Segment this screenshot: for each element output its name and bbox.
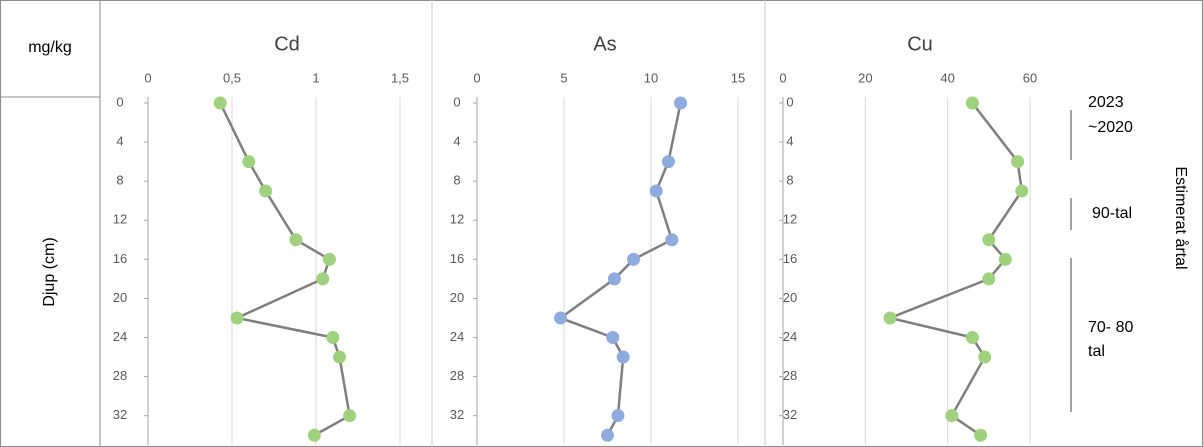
- y-tick-label: 4: [116, 134, 123, 149]
- y-tick-label: 16: [783, 251, 797, 266]
- y-tick-label: 32: [450, 407, 464, 422]
- data-point: [649, 184, 663, 198]
- data-point: [607, 272, 621, 286]
- data-point: [213, 96, 227, 110]
- y-tick-label: 0: [453, 94, 460, 109]
- annotation: 90-tal: [1092, 205, 1132, 222]
- y-tick-label: 4: [453, 134, 460, 149]
- data-point: [616, 350, 630, 364]
- x-tick-label: 40: [940, 70, 954, 85]
- data-point: [974, 428, 988, 442]
- y-tick-label: 24: [113, 329, 127, 344]
- chart-title: As: [593, 33, 616, 55]
- y-tick-label: 20: [450, 290, 464, 305]
- data-point: [242, 155, 256, 169]
- annotation: tal: [1088, 343, 1105, 360]
- annotation: 2023: [1088, 94, 1124, 111]
- data-point: [978, 350, 992, 364]
- chart-title: Cd: [274, 33, 300, 55]
- data-point: [322, 252, 336, 266]
- y-tick-label: 8: [453, 173, 460, 188]
- y-tick-label: 12: [113, 212, 127, 227]
- y-tick-label: 8: [116, 173, 123, 188]
- data-point: [343, 409, 357, 423]
- chart-title: Cu: [907, 33, 933, 55]
- y-tick-label: 16: [113, 251, 127, 266]
- data-point: [665, 233, 679, 247]
- data-point: [326, 331, 340, 345]
- unit-label: mg/kg: [28, 39, 72, 56]
- x-tick-label: 5: [560, 70, 567, 85]
- data-point: [289, 233, 303, 247]
- y-tick-label: 4: [786, 134, 793, 149]
- y-tick-label: 0: [116, 94, 123, 109]
- side-label: Estimerat årtal: [1172, 166, 1190, 269]
- y-tick-label: 8: [786, 173, 793, 188]
- data-point: [601, 428, 614, 442]
- data-point: [333, 350, 347, 364]
- data-point: [965, 331, 979, 345]
- x-tick-label: 1,5: [391, 70, 409, 85]
- data-point: [230, 311, 244, 325]
- y-tick-label: 20: [113, 290, 127, 305]
- y-tick-label: 20: [783, 290, 797, 305]
- data-line: [219, 102, 351, 437]
- y-tick-label: 24: [783, 329, 797, 344]
- data-point: [316, 272, 330, 286]
- x-tick-label: 15: [731, 70, 745, 85]
- y-tick-label: 24: [450, 329, 464, 344]
- data-point: [945, 409, 959, 423]
- x-tick-label: 0: [473, 70, 480, 85]
- y-tick-label: 0: [786, 94, 793, 109]
- y-tick-label: 16: [450, 251, 464, 266]
- annotation: 70- 80: [1088, 319, 1133, 336]
- y-tick-label: 12: [783, 212, 797, 227]
- y-tick-label: 32: [783, 407, 797, 422]
- y-axis-label: Djup (cm): [41, 237, 58, 306]
- data-line: [557, 102, 682, 436]
- x-tick-label: 60: [1023, 70, 1037, 85]
- x-tick-label: 0: [779, 70, 786, 85]
- data-point: [554, 311, 568, 325]
- data-line: [885, 102, 1024, 437]
- data-point: [965, 96, 979, 110]
- data-point: [627, 252, 641, 266]
- y-tick-label: 32: [113, 407, 127, 422]
- x-tick-label: 0,5: [223, 70, 241, 85]
- data-point: [883, 311, 897, 325]
- x-tick-label: 10: [644, 70, 658, 85]
- y-tick-label: 12: [450, 212, 464, 227]
- data-point: [661, 155, 675, 169]
- x-tick-label: 20: [858, 70, 872, 85]
- x-tick-label: 0: [144, 70, 151, 85]
- data-point: [259, 184, 273, 198]
- x-tick-label: 1: [312, 70, 319, 85]
- data-point: [307, 428, 321, 442]
- y-tick-label: 28: [450, 368, 464, 383]
- data-point: [982, 233, 996, 247]
- data-point: [606, 331, 620, 345]
- data-point: [982, 272, 996, 286]
- data-point: [1015, 184, 1029, 198]
- data-point: [1011, 155, 1025, 169]
- y-tick-label: 28: [783, 368, 797, 383]
- annotation: ~2020: [1088, 119, 1133, 136]
- data-point: [674, 96, 688, 110]
- data-point: [611, 409, 625, 423]
- y-tick-label: 28: [113, 368, 127, 383]
- data-point: [998, 252, 1012, 266]
